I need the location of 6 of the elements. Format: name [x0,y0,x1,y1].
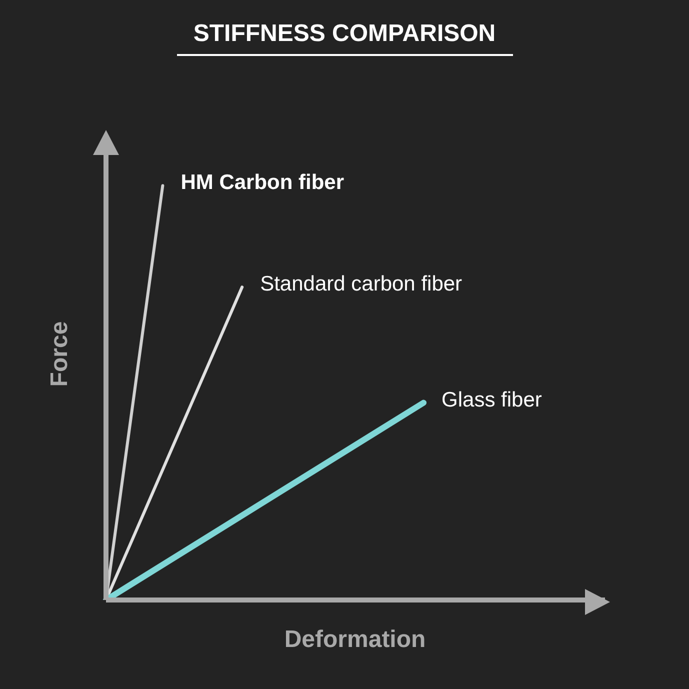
y-axis-title: Force [46,320,74,389]
x-axis-title: Deformation [283,626,427,654]
series-label: Standard carbon fiber [260,272,462,296]
chart-title: STIFFNESS COMPARISON [176,20,512,56]
series-label: HM Carbon fiber [180,171,344,194]
series-label: Glass fiber [442,388,542,412]
